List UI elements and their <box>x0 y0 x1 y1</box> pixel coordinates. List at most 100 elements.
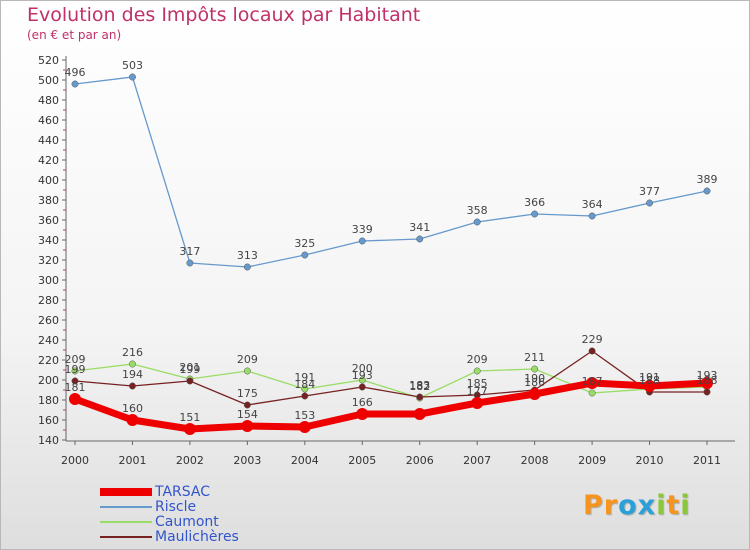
x-tick-label: 2008 <box>521 454 549 467</box>
data-label-caumont: 209 <box>467 353 488 366</box>
data-label-caumont: 191 <box>639 371 660 384</box>
legend-swatch <box>100 488 152 496</box>
data-point-riscle <box>416 235 424 243</box>
y-tick-label: 360 <box>38 214 59 227</box>
legend-swatch <box>100 536 152 538</box>
data-label-riscle: 364 <box>582 198 603 211</box>
data-label-maulicheres: 183 <box>409 379 430 392</box>
data-point-maulicheres <box>71 377 79 385</box>
y-tick-label: 480 <box>38 94 59 107</box>
legend-label: Caumont <box>155 514 219 530</box>
data-point-riscle <box>301 251 309 259</box>
data-label-tarsac: 181 <box>65 381 86 394</box>
data-point-caumont <box>473 367 481 375</box>
data-point-riscle <box>186 259 194 267</box>
x-tick-label: 2007 <box>463 454 491 467</box>
data-label-maulicheres: 188 <box>697 374 718 387</box>
data-label-maulicheres: 185 <box>467 377 488 390</box>
data-point-caumont <box>301 385 309 393</box>
data-point-maulicheres <box>358 383 366 391</box>
data-point-tarsac <box>241 420 254 432</box>
y-tick-label: 320 <box>38 254 59 267</box>
data-label-maulicheres: 194 <box>122 368 143 381</box>
x-tick-label: 2000 <box>61 454 89 467</box>
data-label-maulicheres: 190 <box>524 372 545 385</box>
y-tick-label: 300 <box>38 274 59 287</box>
logo-letter: t <box>666 490 681 521</box>
data-point-tarsac <box>643 380 656 392</box>
logo-letter: o <box>618 490 638 521</box>
x-tick-label: 2011 <box>693 454 721 467</box>
data-label-riscle: 377 <box>639 185 660 198</box>
data-point-caumont <box>129 360 136 368</box>
data-point-riscle <box>129 73 136 81</box>
data-point-riscle <box>358 237 366 245</box>
legend-label: Riscle <box>155 499 197 515</box>
y-tick-label: 180 <box>38 394 59 407</box>
series-line-maulicheres <box>74 350 708 406</box>
data-point-caumont <box>358 376 366 384</box>
data-label-caumont: 211 <box>524 351 545 364</box>
data-point-caumont <box>531 365 539 373</box>
y-tick-label: 380 <box>38 194 59 207</box>
data-label-maulicheres: 199 <box>65 363 86 376</box>
y-tick-label: 160 <box>38 414 59 427</box>
data-label-maulicheres: 175 <box>237 387 258 400</box>
chart-title: Evolution des Impôts locaux par Habitant <box>27 4 421 26</box>
x-tick-label: 2010 <box>636 454 664 467</box>
data-point-maulicheres <box>416 393 424 401</box>
data-label-riscle: 313 <box>237 249 258 262</box>
series-line-riscle <box>74 76 708 268</box>
data-point-riscle <box>473 218 481 226</box>
data-label-maulicheres: 229 <box>582 333 603 346</box>
data-label-tarsac: 177 <box>467 385 488 398</box>
logo-letter: i <box>680 490 691 521</box>
y-tick-label: 260 <box>38 314 59 327</box>
data-point-maulicheres <box>243 401 251 409</box>
data-label-tarsac: 186 <box>524 376 545 389</box>
series-line-tarsac <box>71 379 711 433</box>
data-point-riscle <box>588 212 596 220</box>
data-point-tarsac <box>183 423 196 435</box>
y-tick-label: 280 <box>38 294 59 307</box>
data-point-maulicheres <box>129 382 136 390</box>
y-tick-label: 220 <box>38 354 59 367</box>
data-point-riscle <box>71 80 79 88</box>
data-label-caumont: 201 <box>179 361 200 374</box>
data-point-maulicheres <box>186 377 194 385</box>
data-point-caumont <box>71 367 79 375</box>
legend-swatch <box>100 506 152 508</box>
x-tick-label: 2004 <box>291 454 319 467</box>
data-point-tarsac <box>69 393 81 405</box>
data-label-caumont: 216 <box>122 346 143 359</box>
data-point-maulicheres <box>588 347 596 355</box>
x-tick-label: 2002 <box>176 454 204 467</box>
y-tick-label: 400 <box>38 174 59 187</box>
data-point-tarsac <box>528 388 541 400</box>
data-point-riscle <box>243 263 251 271</box>
data-point-riscle <box>646 199 653 207</box>
y-tick-label: 420 <box>38 154 59 167</box>
data-label-riscle: 389 <box>697 173 718 186</box>
x-tick-label: 2006 <box>406 454 434 467</box>
x-tick-label: 2005 <box>348 454 376 467</box>
y-tick-label: 440 <box>38 134 59 147</box>
data-point-riscle <box>703 187 711 195</box>
data-label-riscle: 339 <box>352 223 373 236</box>
data-point-tarsac <box>126 414 139 426</box>
logo-letter: P <box>583 490 604 521</box>
y-tick-label: 200 <box>38 374 59 387</box>
data-label-tarsac: 153 <box>294 409 315 422</box>
chart-subtitle: (en € et par an) <box>27 28 122 42</box>
legend-label: TARSAC <box>155 484 211 500</box>
y-tick-label: 500 <box>38 74 59 87</box>
x-tick-label: 2001 <box>118 454 146 467</box>
logo-letter: x <box>637 490 657 521</box>
data-label-maulicheres: 188 <box>639 374 660 387</box>
logo-letter: i <box>656 490 667 521</box>
data-point-tarsac <box>471 397 484 409</box>
data-label-tarsac: 154 <box>237 408 258 421</box>
data-label-tarsac: 160 <box>122 402 143 415</box>
data-label-riscle: 325 <box>294 237 315 250</box>
